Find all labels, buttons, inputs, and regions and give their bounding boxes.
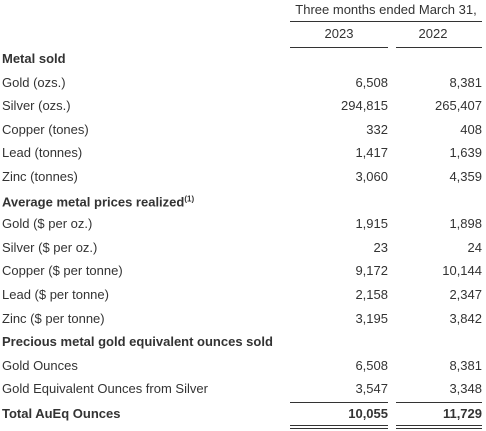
- section-title-text: Metal sold: [2, 51, 66, 66]
- row-label: Gold (ozs.): [2, 74, 66, 90]
- rule: [290, 21, 482, 22]
- value: 2,158: [355, 287, 388, 302]
- value: 2,347: [449, 287, 482, 302]
- value: 6,508: [355, 357, 388, 373]
- value: 332: [366, 121, 388, 137]
- row-label: Gold Equivalent Ounces from Silver: [2, 381, 208, 397]
- value: 3,060: [355, 169, 388, 184]
- rule: [290, 402, 388, 403]
- value: 8,381: [449, 74, 482, 90]
- value: 1,639: [449, 145, 482, 161]
- row-label: Silver (ozs.): [2, 98, 71, 114]
- rule: [290, 47, 388, 48]
- rule: [396, 402, 482, 403]
- value: 265,407: [435, 98, 482, 114]
- value: 294,815: [341, 98, 388, 114]
- row-label: Copper ($ per tonne): [2, 263, 123, 279]
- value: 10,144: [442, 263, 482, 279]
- row-label: Total AuEq Ounces: [2, 406, 121, 421]
- value: 1,898: [449, 216, 482, 232]
- year: 2022: [418, 26, 448, 41]
- rule: [396, 47, 482, 48]
- value: 6,508: [355, 74, 388, 90]
- value: 11,729: [442, 406, 482, 421]
- value: 408: [460, 121, 482, 137]
- value: 3,842: [449, 310, 482, 326]
- value: 3,195: [355, 310, 388, 326]
- section-title: Precious metal gold equivalent ounces so…: [2, 334, 273, 350]
- value: 9,172: [355, 263, 388, 279]
- row-label: Zinc (tonnes): [2, 169, 78, 184]
- value: 10,055: [348, 406, 388, 421]
- value: 1,915: [355, 216, 388, 232]
- value: 4,359: [449, 169, 482, 184]
- footnote-ref: (1): [184, 194, 195, 204]
- row-label: Gold ($ per oz.): [2, 216, 93, 232]
- value: 3,348: [449, 381, 482, 397]
- section-title: Metal sold: [2, 51, 66, 67]
- row-label: Zinc ($ per tonne): [2, 310, 105, 326]
- row-label: Lead (tonnes): [2, 145, 83, 161]
- value: 3,547: [355, 381, 388, 397]
- section-title-text: Precious metal gold equivalent ounces so…: [2, 334, 273, 350]
- rule: [396, 425, 482, 426]
- rule: [290, 425, 388, 426]
- value: 1,417: [355, 145, 388, 161]
- value: 23: [373, 239, 388, 255]
- row-label: Gold Ounces: [2, 357, 78, 373]
- section-title: Average metal prices realized(1): [2, 191, 194, 210]
- section-title-text: Average metal prices realized: [2, 194, 185, 210]
- row-label: Lead ($ per tonne): [2, 287, 109, 302]
- header-title: Three months ended March 31,: [295, 2, 477, 17]
- year: 2023: [324, 26, 354, 41]
- value: 24: [467, 239, 482, 255]
- row-label: Copper (tones): [2, 121, 89, 137]
- row-label: Silver ($ per oz.): [2, 239, 98, 255]
- rule: [396, 428, 482, 429]
- rule: [290, 428, 388, 429]
- value: 8,381: [449, 357, 482, 373]
